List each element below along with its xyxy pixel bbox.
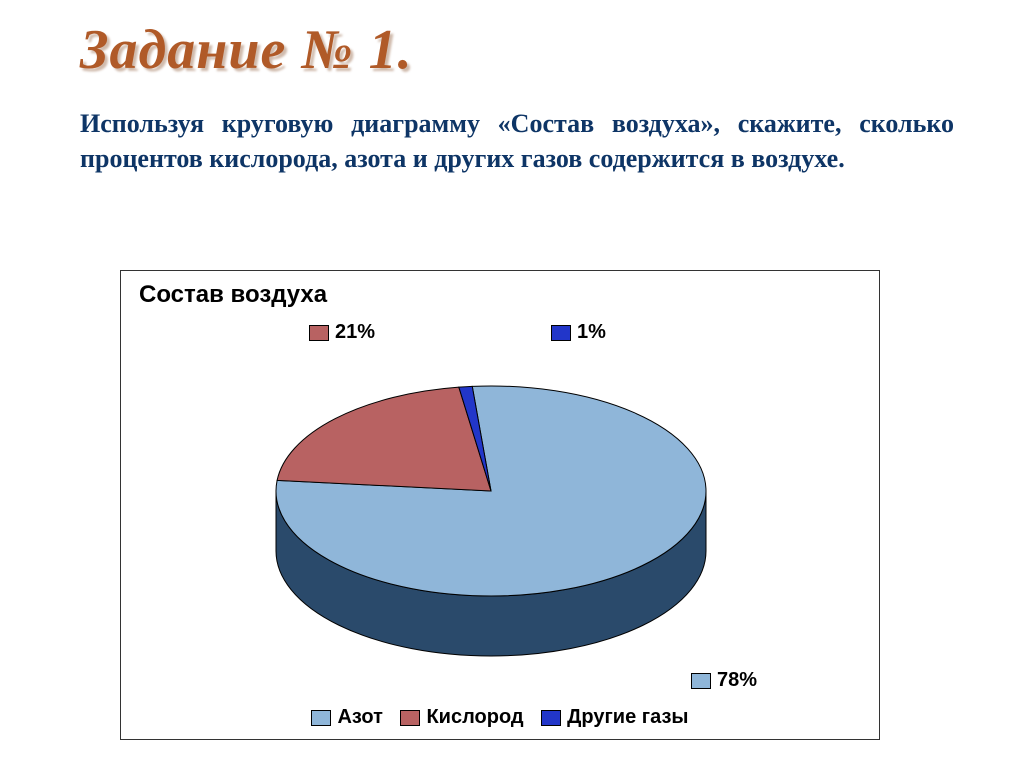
legend-item: Другие газы	[541, 706, 688, 729]
legend-label: Другие газы	[567, 706, 688, 728]
data-label-nitrogen: 78%	[691, 669, 757, 692]
page-title: Задание № 1.	[80, 18, 964, 82]
pie-chart	[251, 341, 731, 671]
data-label-text: 21%	[335, 321, 375, 343]
swatch-icon	[400, 710, 420, 726]
chart-legend: Азот Кислород Другие газы	[121, 706, 879, 729]
legend-item: Азот	[311, 706, 382, 729]
swatch-icon	[541, 710, 561, 726]
data-label-oxygen: 21%	[309, 321, 375, 344]
legend-label: Азот	[337, 706, 382, 728]
chart-title: Состав воздуха	[139, 281, 327, 309]
task-description: Используя круговую диаграмму «Состав воз…	[80, 106, 954, 176]
data-label-text: 1%	[577, 321, 606, 343]
data-label-other: 1%	[551, 321, 606, 344]
swatch-icon	[551, 325, 571, 341]
data-label-text: 78%	[717, 669, 757, 691]
swatch-icon	[311, 710, 331, 726]
chart-frame: Состав воздуха 21% 1% 78% Азот Кислород …	[120, 270, 880, 740]
legend-item: Кислород	[400, 706, 523, 729]
swatch-icon	[309, 325, 329, 341]
page: Задание № 1. Используя круговую диаграмм…	[0, 0, 1024, 767]
swatch-icon	[691, 673, 711, 689]
legend-label: Кислород	[426, 706, 523, 728]
